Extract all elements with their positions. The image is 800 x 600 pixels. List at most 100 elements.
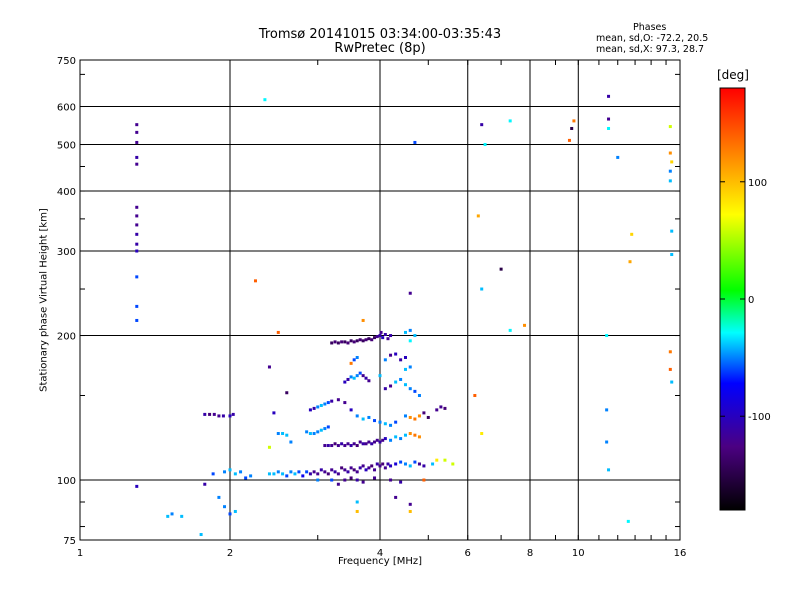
data-point	[399, 460, 403, 464]
data-point	[389, 478, 393, 482]
data-point	[422, 478, 426, 482]
data-point	[413, 334, 417, 338]
data-point	[330, 341, 334, 345]
data-point	[323, 402, 327, 406]
data-point	[285, 433, 289, 437]
data-point	[316, 430, 320, 434]
data-point	[370, 442, 374, 446]
data-point	[668, 151, 672, 155]
data-point	[135, 249, 139, 253]
data-point	[166, 514, 170, 518]
data-point	[352, 376, 356, 380]
data-point	[349, 408, 353, 412]
data-point	[358, 466, 362, 470]
y-tick-label: 400	[57, 187, 76, 198]
data-point	[378, 464, 382, 468]
data-point	[383, 466, 387, 470]
colorbar-label: [deg]	[717, 68, 749, 82]
data-point	[346, 442, 350, 446]
data-point	[413, 433, 417, 437]
data-point	[451, 462, 455, 466]
data-point	[276, 432, 280, 436]
data-point	[361, 442, 365, 446]
data-point	[272, 472, 276, 476]
data-point	[367, 337, 371, 341]
data-point	[364, 338, 368, 342]
data-point	[399, 480, 403, 484]
data-point	[399, 437, 403, 441]
data-point	[473, 394, 477, 398]
data-point	[239, 470, 243, 474]
data-point	[381, 438, 385, 442]
data-point	[439, 405, 443, 409]
data-point	[135, 155, 139, 159]
data-point	[349, 466, 353, 470]
data-point	[276, 470, 280, 474]
data-point	[323, 427, 327, 431]
data-point	[233, 472, 237, 476]
data-point	[508, 328, 512, 332]
data-point	[670, 160, 674, 164]
data-point	[135, 275, 139, 279]
y-tick-label: 100	[57, 476, 76, 487]
data-point	[364, 468, 368, 472]
data-point	[630, 232, 634, 236]
data-point	[276, 330, 280, 334]
data-point	[135, 318, 139, 322]
y-axis-label: Stationary phase Virtual Height [km]	[38, 208, 50, 392]
data-point	[340, 442, 344, 446]
data-point	[285, 474, 289, 478]
data-point	[670, 380, 674, 384]
data-point	[389, 353, 393, 357]
data-point	[389, 464, 393, 468]
data-point	[408, 464, 412, 468]
data-point	[355, 500, 359, 504]
data-point	[417, 462, 421, 466]
data-point	[607, 468, 611, 472]
data-point	[417, 414, 421, 418]
data-point	[349, 375, 353, 379]
data-point	[373, 468, 377, 472]
data-point	[394, 352, 398, 356]
data-point	[263, 98, 267, 102]
data-point	[330, 444, 334, 448]
data-point	[358, 371, 362, 375]
data-point	[228, 468, 232, 472]
data-point	[355, 509, 359, 513]
data-point	[383, 332, 387, 336]
data-point	[343, 468, 347, 472]
data-point	[435, 458, 439, 462]
data-point	[373, 336, 377, 340]
data-point	[605, 440, 609, 444]
data-point	[312, 406, 316, 410]
data-point	[399, 358, 403, 362]
x-tick-label: 2	[227, 548, 233, 559]
data-point	[668, 367, 672, 371]
y-tick-label: 300	[57, 247, 76, 258]
data-point	[221, 414, 225, 418]
data-point	[499, 267, 503, 271]
data-point	[355, 339, 359, 343]
data-point	[403, 367, 407, 371]
data-point	[301, 474, 305, 478]
data-point	[323, 444, 327, 448]
data-point	[626, 519, 630, 523]
data-point	[319, 468, 323, 472]
data-point	[330, 468, 334, 472]
data-point	[375, 335, 379, 339]
data-point	[403, 330, 407, 334]
data-point	[135, 484, 139, 488]
data-point	[378, 374, 382, 378]
data-point	[394, 495, 398, 499]
data-point	[567, 138, 571, 142]
data-point	[336, 398, 340, 402]
data-point	[253, 279, 257, 283]
data-point	[355, 444, 359, 448]
data-point	[668, 169, 672, 173]
x-tick-label: 16	[674, 548, 687, 559]
data-point	[616, 155, 620, 159]
data-point	[403, 433, 407, 437]
data-point	[375, 438, 379, 442]
x-tick-label: 10	[572, 548, 585, 559]
data-point	[403, 462, 407, 466]
